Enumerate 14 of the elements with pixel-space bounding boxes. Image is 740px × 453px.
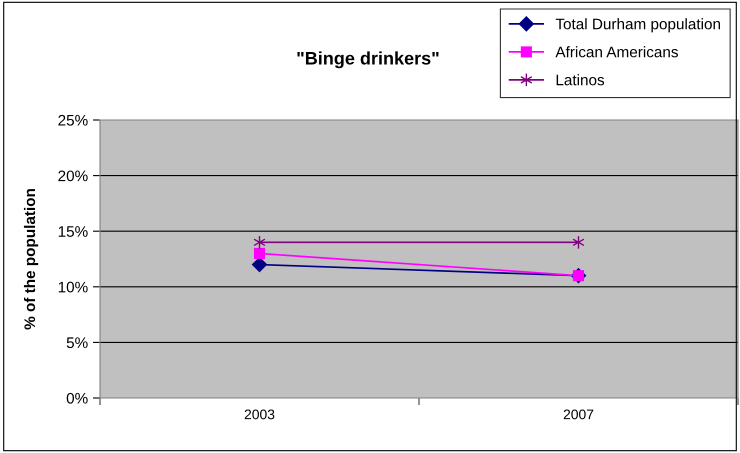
y-tick-label: 20% [58,170,88,182]
x-tick-label: 2003 [244,409,274,420]
y-tick-label: 0% [66,392,88,404]
legend-label: Total Durham population [556,18,720,32]
y-axis-title: % of the population [24,189,38,330]
point [254,248,266,259]
chart-title: "Binge drinkers" [297,51,439,68]
y-tick-label: 15% [58,226,88,237]
y-tick-label: 5% [66,337,88,348]
legend-label: Latinos [556,74,604,86]
y-tick-label: 10% [58,282,88,292]
y-tick-label: 25% [58,114,88,126]
legend-label: African Americans [555,46,678,58]
x-tick-label: 2007 [564,409,594,420]
